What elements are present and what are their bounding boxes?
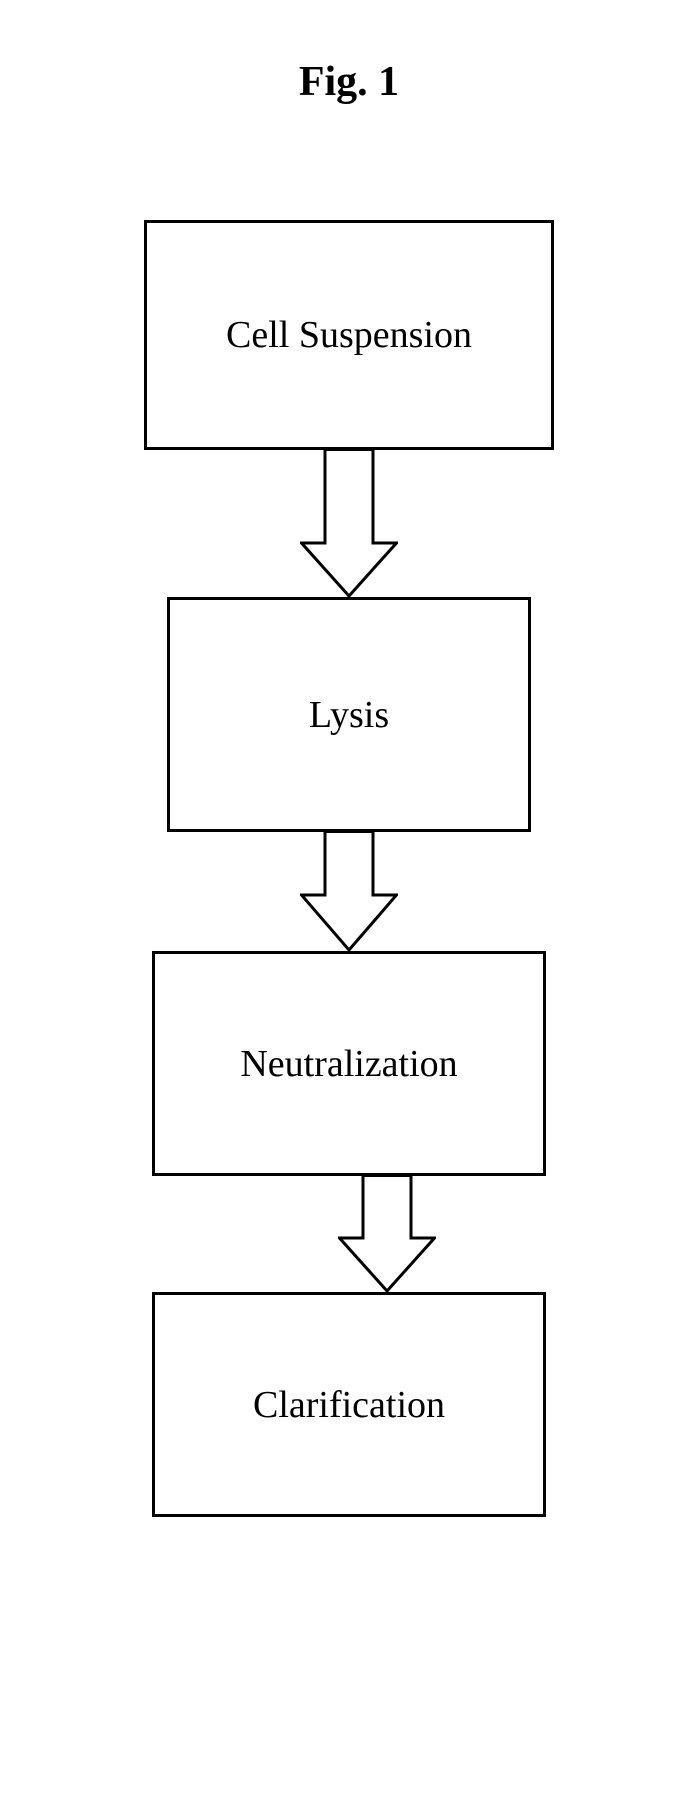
process-box-label: Cell Suspension [226,313,472,357]
arrow-down-icon [300,448,398,599]
flow-arrow [300,830,398,953]
figure-title: Fig. 1 [299,58,399,106]
flowchart-container: Cell Suspension Lysis Neutralization Clarif… [144,220,554,1517]
flow-arrow [338,1174,436,1294]
flow-arrow [300,448,398,599]
process-box: Lysis [167,597,531,832]
process-box-label: Clarification [253,1383,445,1427]
process-box: Neutralization [152,951,546,1176]
process-box-label: Neutralization [240,1042,457,1086]
arrow-down-icon [300,830,398,953]
process-box-label: Lysis [309,693,389,737]
arrow-down-icon [338,1174,436,1294]
process-box: Cell Suspension [144,220,554,450]
process-box: Clarification [152,1292,546,1517]
